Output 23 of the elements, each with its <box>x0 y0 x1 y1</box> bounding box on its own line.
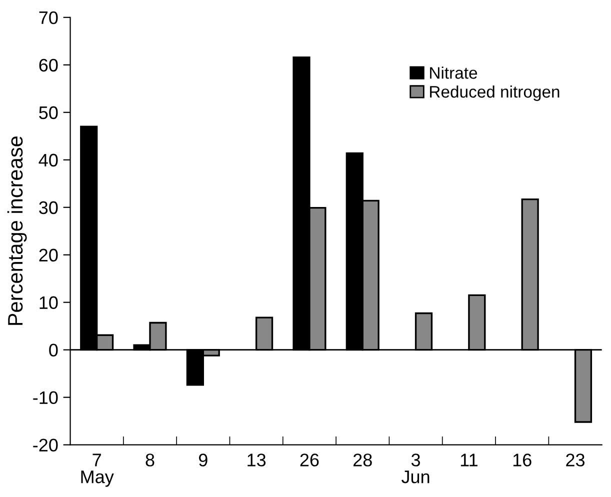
x-tick-label: 26 <box>300 454 319 466</box>
x-tick-label: 3 Jun <box>402 454 430 484</box>
y-tick-label: 10 <box>40 296 58 310</box>
x-tick-label: 13 <box>248 454 266 466</box>
x-tick-label: 23 <box>566 454 585 466</box>
y-tick-label: 50 <box>39 106 58 120</box>
y-tick-label: 30 <box>39 201 58 214</box>
x-tick-label: 16 <box>513 454 532 466</box>
x-tick-label: 9 <box>198 454 208 466</box>
y-tick-label: 20 <box>39 248 58 262</box>
y-tick-label: 40 <box>38 154 58 167</box>
x-tick-label: 28 <box>353 454 372 466</box>
y-tick-label: -20 <box>33 438 58 452</box>
legend-label: Nitrate <box>430 66 478 79</box>
y-tick-label: 0 <box>49 344 58 357</box>
y-tick-label: -10 <box>33 391 58 404</box>
y-axis-title: Percentage increase <box>7 136 27 325</box>
x-tick-label: 8 <box>146 454 154 466</box>
x-tick-label: 7 May <box>81 454 114 487</box>
legend-label: Reduced nitrogen <box>430 85 560 101</box>
y-tick-label: 60 <box>39 58 58 72</box>
y-tick-label: 70 <box>39 11 58 24</box>
x-tick-label: 11 <box>460 454 478 466</box>
